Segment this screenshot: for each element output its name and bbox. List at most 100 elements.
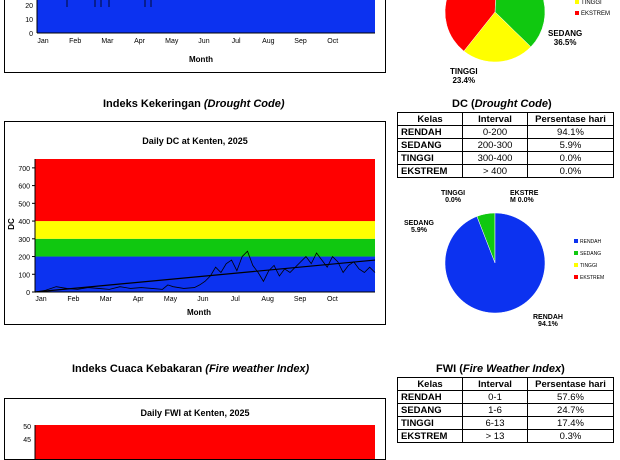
top-xtick-label: Jul [232,38,241,45]
dc-xtick-label: Feb [67,296,79,303]
dc-pie-label-ekstrem: EKSTRE M 0.0% [510,190,538,204]
fwi-table-header: Kelas Interval Persentase hari [397,377,614,391]
table-row: TINGGI 300-400 0.0% [397,151,614,165]
dc-cell-interval: 0-200 [462,125,528,139]
dc-table-title-em: Drought Code [474,98,548,110]
fwi-table: Kelas Interval Persentase hari RENDAH 0-1… [397,377,614,443]
dc-pie-label-rendah-name: RENDAH [533,314,563,321]
fwi-heading-plain: Indeks Cuaca Kebakaran [72,363,206,375]
fwi-th-kelas: Kelas [397,377,463,391]
fwi-band-ekstrem [35,425,375,459]
dc-ytick-label: 200 [18,255,30,262]
table-row: SEDANG 200-300 5.9% [397,138,614,152]
dc-trend-line [34,259,376,293]
dc-band-ekstrem [35,159,375,222]
dc-legend-item-sedang: SEDANG [574,248,604,260]
table-row: RENDAH 0-200 94.1% [397,125,614,139]
fwi-cell-interval: 0-1 [462,390,528,404]
fwi-cell-persentase: 0.3% [527,429,614,443]
dc-pie-slice-rendah [444,212,546,314]
dc-legend-item-tinggi: TINGGI [574,260,604,272]
top-xtick-label: Apr [134,38,146,45]
top-legend-item-tinggi: TINGGI [575,0,610,9]
fwi-cell-interval: 6-13 [462,416,528,430]
dc-ytick-label: 300 [18,237,30,244]
top-pie-label-sedang-pct: 36.5% [553,38,577,47]
dc-table-title-end: ) [547,98,552,110]
top-pie-slice-sedang [494,0,546,48]
dc-table-title-plain: DC ( [452,98,475,110]
top-chart-svg: 20 10 0 Jan Feb Mar Apr May Jun Jul Aug Sep Oct Month [25,0,375,64]
dc-ytick-label: 0 [26,290,30,297]
top-xtick-label: Oct [327,38,338,45]
dc-xtick-label: Mar [100,296,113,303]
dc-cell-kelas: EKSTREM [397,164,463,178]
dc-table-header: Kelas Interval Persentase hari [397,112,614,126]
top-ytick-label: 20 [25,3,33,10]
top-pie-legend: TINGGI EKSTREM [575,0,610,20]
fwi-cell-kelas: RENDAH [397,390,463,404]
top-xtick-label: Sep [294,38,307,45]
dc-pie-chart [444,212,546,314]
dc-pie-label-ekstrem-name: EKSTRE [510,190,539,197]
dc-xtick-label: Oct [327,296,338,303]
top-xtick-label: May [165,38,179,45]
dc-cell-persentase: 0.0% [527,164,614,178]
fwi-cell-kelas: SEDANG [397,403,463,417]
table-row: TINGGI 6-13 17.4% [397,416,614,430]
dc-cell-persentase: 0.0% [527,151,614,165]
fwi-th-interval: Interval [462,377,528,391]
top-ytick-label: 10 [25,17,33,24]
dc-series-line [34,250,376,293]
fwi-cell-kelas: EKSTREM [397,429,463,443]
dc-heading-em: (Drought Code) [203,98,285,110]
fwi-table-title-end: ) [561,363,565,375]
top-xtick-label: Jan [37,38,48,45]
dc-legend-label-ekstrem: EKSTREM [580,275,605,281]
dc-ytick-label: 100 [18,272,30,279]
dc-cell-interval: 300-400 [462,151,528,165]
dc-ytick-label: 500 [18,201,30,208]
dc-legend-label-sedang: SEDANG [580,251,602,257]
dc-th-persentase: Persentase hari [527,112,614,126]
dc-pie-legend: RENDAH SEDANG TINGGI EKSTREM [574,236,604,284]
table-row: RENDAH 0-1 57.6% [397,390,614,404]
top-xtick-label: Mar [101,38,114,45]
dc-legend-label-tinggi: TINGGI [580,263,598,269]
top-ytick-label: 0 [29,31,33,38]
dc-pie-label-rendah-pct: 94.1% [538,321,558,328]
dc-pie-label-ekstrem-name2: M 0.0% [510,197,534,204]
dc-legend-item-ekstrem: EKSTREM [574,272,604,284]
top-pie-label-tinggi: TINGGI 23.4% [450,67,478,85]
fwi-chart-svg: Daily FWI at Kenten, 2025 50 45 [23,408,375,459]
dc-heading-plain: Indeks Kekeringan [103,98,204,110]
top-pie-label-sedang-text: SEDANG [548,29,583,38]
dc-table: Kelas Interval Persentase hari RENDAH 0-2… [397,112,614,178]
dc-xtick-label: Aug [261,296,274,303]
dc-cell-kelas: TINGGI [397,151,463,165]
dc-pie-label-sedang-name: SEDANG [404,220,434,227]
fwi-table-title: FWI (Fire Weather Index) [436,363,565,375]
top-legend-label-tinggi: TINGGI [581,0,602,6]
dc-th-interval: Interval [462,112,528,126]
fwi-heading: Indeks Cuaca Kebakaran (Fire weather Ind… [72,363,309,375]
fwi-heading-em: (Fire weather Index) [205,363,310,375]
top-pie-label-tinggi-text: TINGGI [450,67,478,76]
dc-cell-kelas: SEDANG [397,138,463,152]
dc-ytick-label: 400 [18,219,30,226]
dc-xlabel: Month [187,308,211,317]
top-legend-item-ekstrem: EKSTREM [575,9,610,20]
top-pie-label-sedang: SEDANG 36.5% [548,29,582,47]
table-row: EKSTREM > 400 0.0% [397,164,614,178]
top-legend-label-ekstrem: EKSTREM [581,11,611,17]
dc-cell-persentase: 94.1% [527,125,614,139]
dc-xtick-label: Jul [231,296,240,303]
fwi-cell-persentase: 17.4% [527,416,614,430]
dc-chart-svg: Daily DC at Kenten, 2025 700 600 500 400 300… [7,136,376,317]
fwi-chart-panel: Daily FWI at Kenten, 2025 50 45 [4,398,386,460]
top-xtick-label: Jun [198,38,209,45]
top-xtick-label: Feb [69,38,81,45]
dc-heading: Indeks Kekeringan (Drought Code) [103,98,285,110]
fwi-table-title-em: Fire Weather Index [462,363,562,375]
dc-xtick-label: Apr [133,296,145,303]
